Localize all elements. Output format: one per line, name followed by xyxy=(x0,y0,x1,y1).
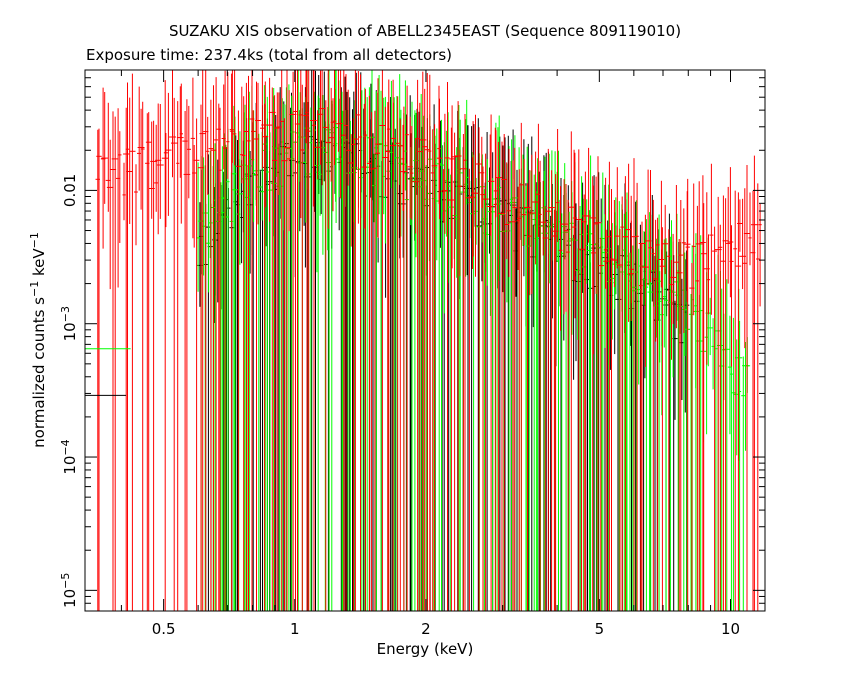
chart-title: SUZAKU XIS observation of ABELL2345EAST … xyxy=(168,22,682,40)
low-bins xyxy=(85,348,131,396)
x-tick-label: 0.5 xyxy=(152,620,176,638)
x-tick-label: 10 xyxy=(721,620,740,638)
plot-frame xyxy=(84,69,766,612)
x-tick-label: 2 xyxy=(421,620,431,638)
x-tick-label: 5 xyxy=(595,620,605,638)
series-2-bars xyxy=(197,70,690,611)
chart-subtitle: Exposure time: 237.4ks (total from all d… xyxy=(86,46,453,64)
series-0-bars xyxy=(95,70,762,611)
y-tick-label: 10−3 xyxy=(59,306,79,341)
x-axis-label: Energy (keV) xyxy=(377,640,474,658)
x-tick-label: 1 xyxy=(290,620,300,638)
data-layer xyxy=(85,70,762,611)
ticks-layer: 0.5 1 2 5 10 10−5 10−4 10−3 0.01 xyxy=(59,69,765,638)
y-axis-label: normalized counts s−1 keV−1 xyxy=(28,232,48,448)
y-tick-label: 0.01 xyxy=(61,174,79,207)
y-tick-label: 10−5 xyxy=(59,573,79,608)
y-tick-label: 10−4 xyxy=(59,439,79,474)
